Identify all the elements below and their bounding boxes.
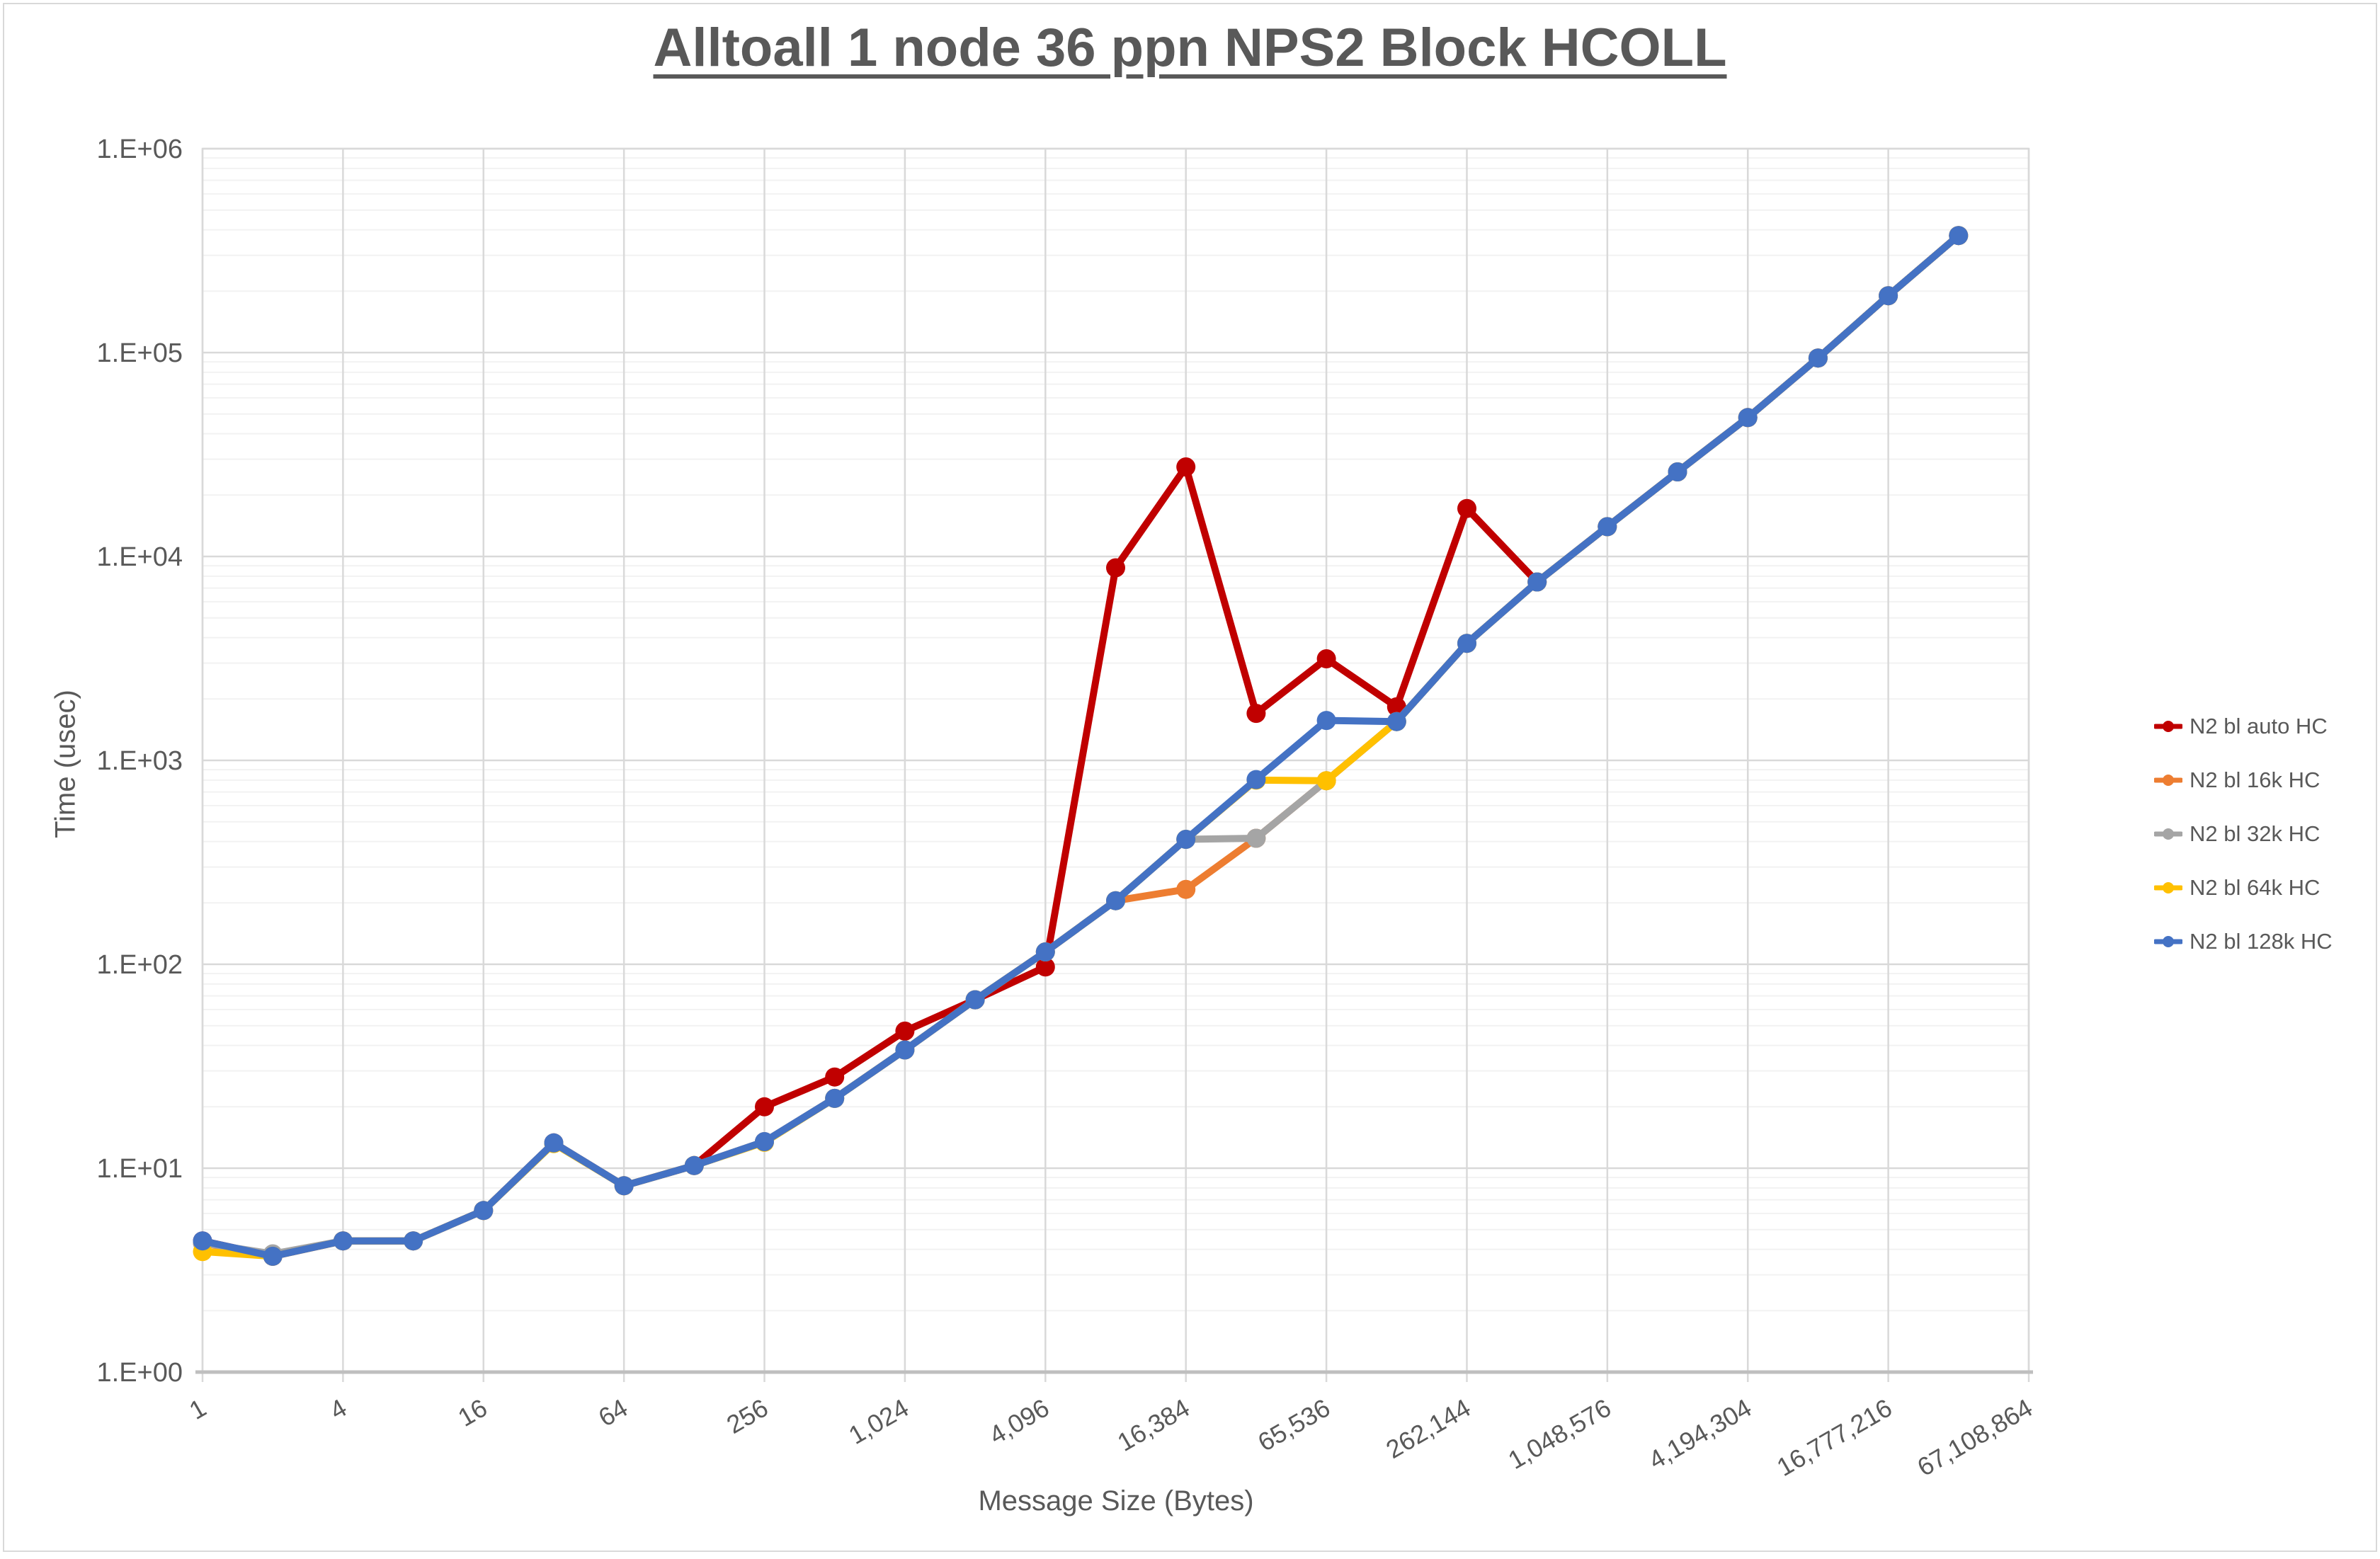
- series-marker: [825, 1067, 845, 1087]
- y-tick-label: 1.E+06: [97, 135, 183, 164]
- x-tick-label: 4,194,304: [1644, 1393, 1756, 1475]
- legend-label: N2 bl auto HC: [2190, 714, 2328, 738]
- series-line: [199, 232, 1962, 1260]
- y-tick-label: 1.E+03: [97, 746, 183, 776]
- series-swatch-icon: [2154, 936, 2182, 947]
- series-marker: [1176, 879, 1196, 899]
- x-tick-label: 256: [722, 1393, 773, 1439]
- series-line: [199, 232, 1962, 1260]
- x-tick-label: 1,048,576: [1503, 1393, 1616, 1475]
- x-tick-label: 16,777,216: [1772, 1393, 1897, 1482]
- series-marker: [1949, 226, 1969, 246]
- y-tick-label: 1.E+05: [97, 338, 183, 368]
- series-marker: [1808, 348, 1828, 368]
- legend-item: N2 bl 128k HC: [2154, 915, 2375, 969]
- y-tick-label: 1.E+02: [97, 950, 183, 980]
- series-marker: [1668, 462, 1687, 481]
- series-marker: [895, 1021, 915, 1041]
- series-marker: [1246, 828, 1266, 848]
- series-marker: [1106, 558, 1125, 578]
- series-marker: [263, 1246, 283, 1266]
- series-marker: [1387, 712, 1406, 731]
- series-marker: [1176, 457, 1196, 476]
- series-marker: [1457, 498, 1476, 518]
- series-swatch-icon: [2154, 828, 2182, 840]
- x-tick-label: 1,024: [843, 1393, 913, 1450]
- series-line: [199, 232, 1962, 1260]
- legend-label: N2 bl 64k HC: [2190, 875, 2321, 900]
- series-marker: [684, 1155, 704, 1175]
- series-marker: [825, 1088, 845, 1108]
- series-marker: [1457, 634, 1476, 653]
- series-swatch-icon: [2154, 882, 2182, 893]
- series-marker: [895, 1040, 915, 1060]
- legend-label: N2 bl 128k HC: [2190, 929, 2333, 954]
- series-marker: [1316, 771, 1336, 791]
- x-tick-label: 16: [453, 1393, 492, 1432]
- series-marker: [1527, 572, 1547, 592]
- x-tick-label: 1: [184, 1393, 211, 1425]
- legend-item: N2 bl 16k HC: [2154, 753, 2375, 807]
- x-tick-label: 262,144: [1381, 1393, 1475, 1464]
- series-marker: [1316, 649, 1336, 668]
- y-axis-title: Time (usec): [50, 690, 81, 838]
- legend-item: N2 bl 64k HC: [2154, 861, 2375, 915]
- x-tick-label: 4: [325, 1393, 352, 1425]
- series-marker: [544, 1133, 564, 1153]
- y-tick-label: 1.E+00: [97, 1358, 183, 1388]
- series-marker: [755, 1097, 774, 1117]
- series-marker: [1246, 704, 1266, 724]
- x-tick-label: 65,536: [1253, 1393, 1335, 1457]
- series-marker: [1035, 942, 1055, 961]
- y-tick-label: 1.E+04: [97, 542, 183, 572]
- legend-label: N2 bl 16k HC: [2190, 767, 2321, 792]
- series-marker: [333, 1231, 353, 1251]
- plot-area: 1.E+00 1.E+01 1.E+02 1.E+03 1.E+04 1.E+05 1.E+…: [97, 135, 2038, 1482]
- series-swatch-icon: [2154, 775, 2182, 786]
- x-tick-label: 4,096: [984, 1393, 1054, 1450]
- x-tick-label: 16,384: [1112, 1393, 1195, 1457]
- legend-item: N2 bl 32k HC: [2154, 807, 2375, 861]
- legend-label: N2 bl 32k HC: [2190, 821, 2321, 846]
- series-marker: [1246, 770, 1266, 789]
- series-swatch-icon: [2154, 721, 2182, 732]
- series-marker: [474, 1201, 494, 1221]
- x-tick-label: 67,108,864: [1912, 1393, 2037, 1482]
- series-marker: [1879, 286, 1898, 306]
- y-tick-label: 1.E+01: [97, 1154, 183, 1184]
- x-axis-title: Message Size (Bytes): [978, 1485, 1254, 1517]
- series-marker: [1106, 891, 1125, 910]
- series-line: [199, 232, 1962, 1257]
- series-marker: [1738, 408, 1758, 428]
- series-marker: [1598, 517, 1617, 537]
- x-tick-label: 64: [593, 1393, 632, 1432]
- chart-frame: Alltoall 1 node 36 ppn NPS2 Block HCOLL …: [3, 3, 2377, 1552]
- series-line: [199, 232, 1962, 1260]
- chart-title: Alltoall 1 node 36 ppn NPS2 Block HCOLL: [653, 18, 1727, 78]
- legend-item: N2 bl auto HC: [2154, 699, 2375, 753]
- series-marker: [1316, 711, 1336, 731]
- series-marker: [614, 1176, 634, 1196]
- series-marker: [404, 1231, 423, 1251]
- series-marker: [1176, 830, 1196, 849]
- series-marker: [1035, 957, 1055, 977]
- series-marker: [755, 1132, 774, 1151]
- legend: N2 bl auto HC N2 bl 16k HC N2 bl 32k HC N2 …: [2154, 699, 2375, 969]
- series-marker: [193, 1231, 212, 1251]
- series-marker: [965, 990, 985, 1010]
